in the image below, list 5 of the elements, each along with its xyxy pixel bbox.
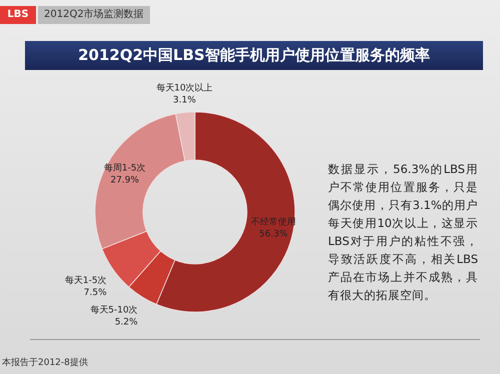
annotation: 数据显示，56.3%的LBS用户不常使用位置服务，只是偶尔使用，只有3.1%的用户每天使用10次以上，这显示LBS对于用户的粘性不强，导致活跃度不高，相关LBS产品在市场上并不成熟，具有很大的拓展空间。 — [328, 161, 478, 304]
annotation: 2012Q2市场监测数据 — [38, 6, 150, 24]
annotation: LBS — [0, 6, 36, 24]
title: 2012Q2中国LBS智能手机用户使用位置服务的频率 — [25, 41, 483, 70]
annotation: 本报告于2012-8提供 — [2, 356, 88, 369]
